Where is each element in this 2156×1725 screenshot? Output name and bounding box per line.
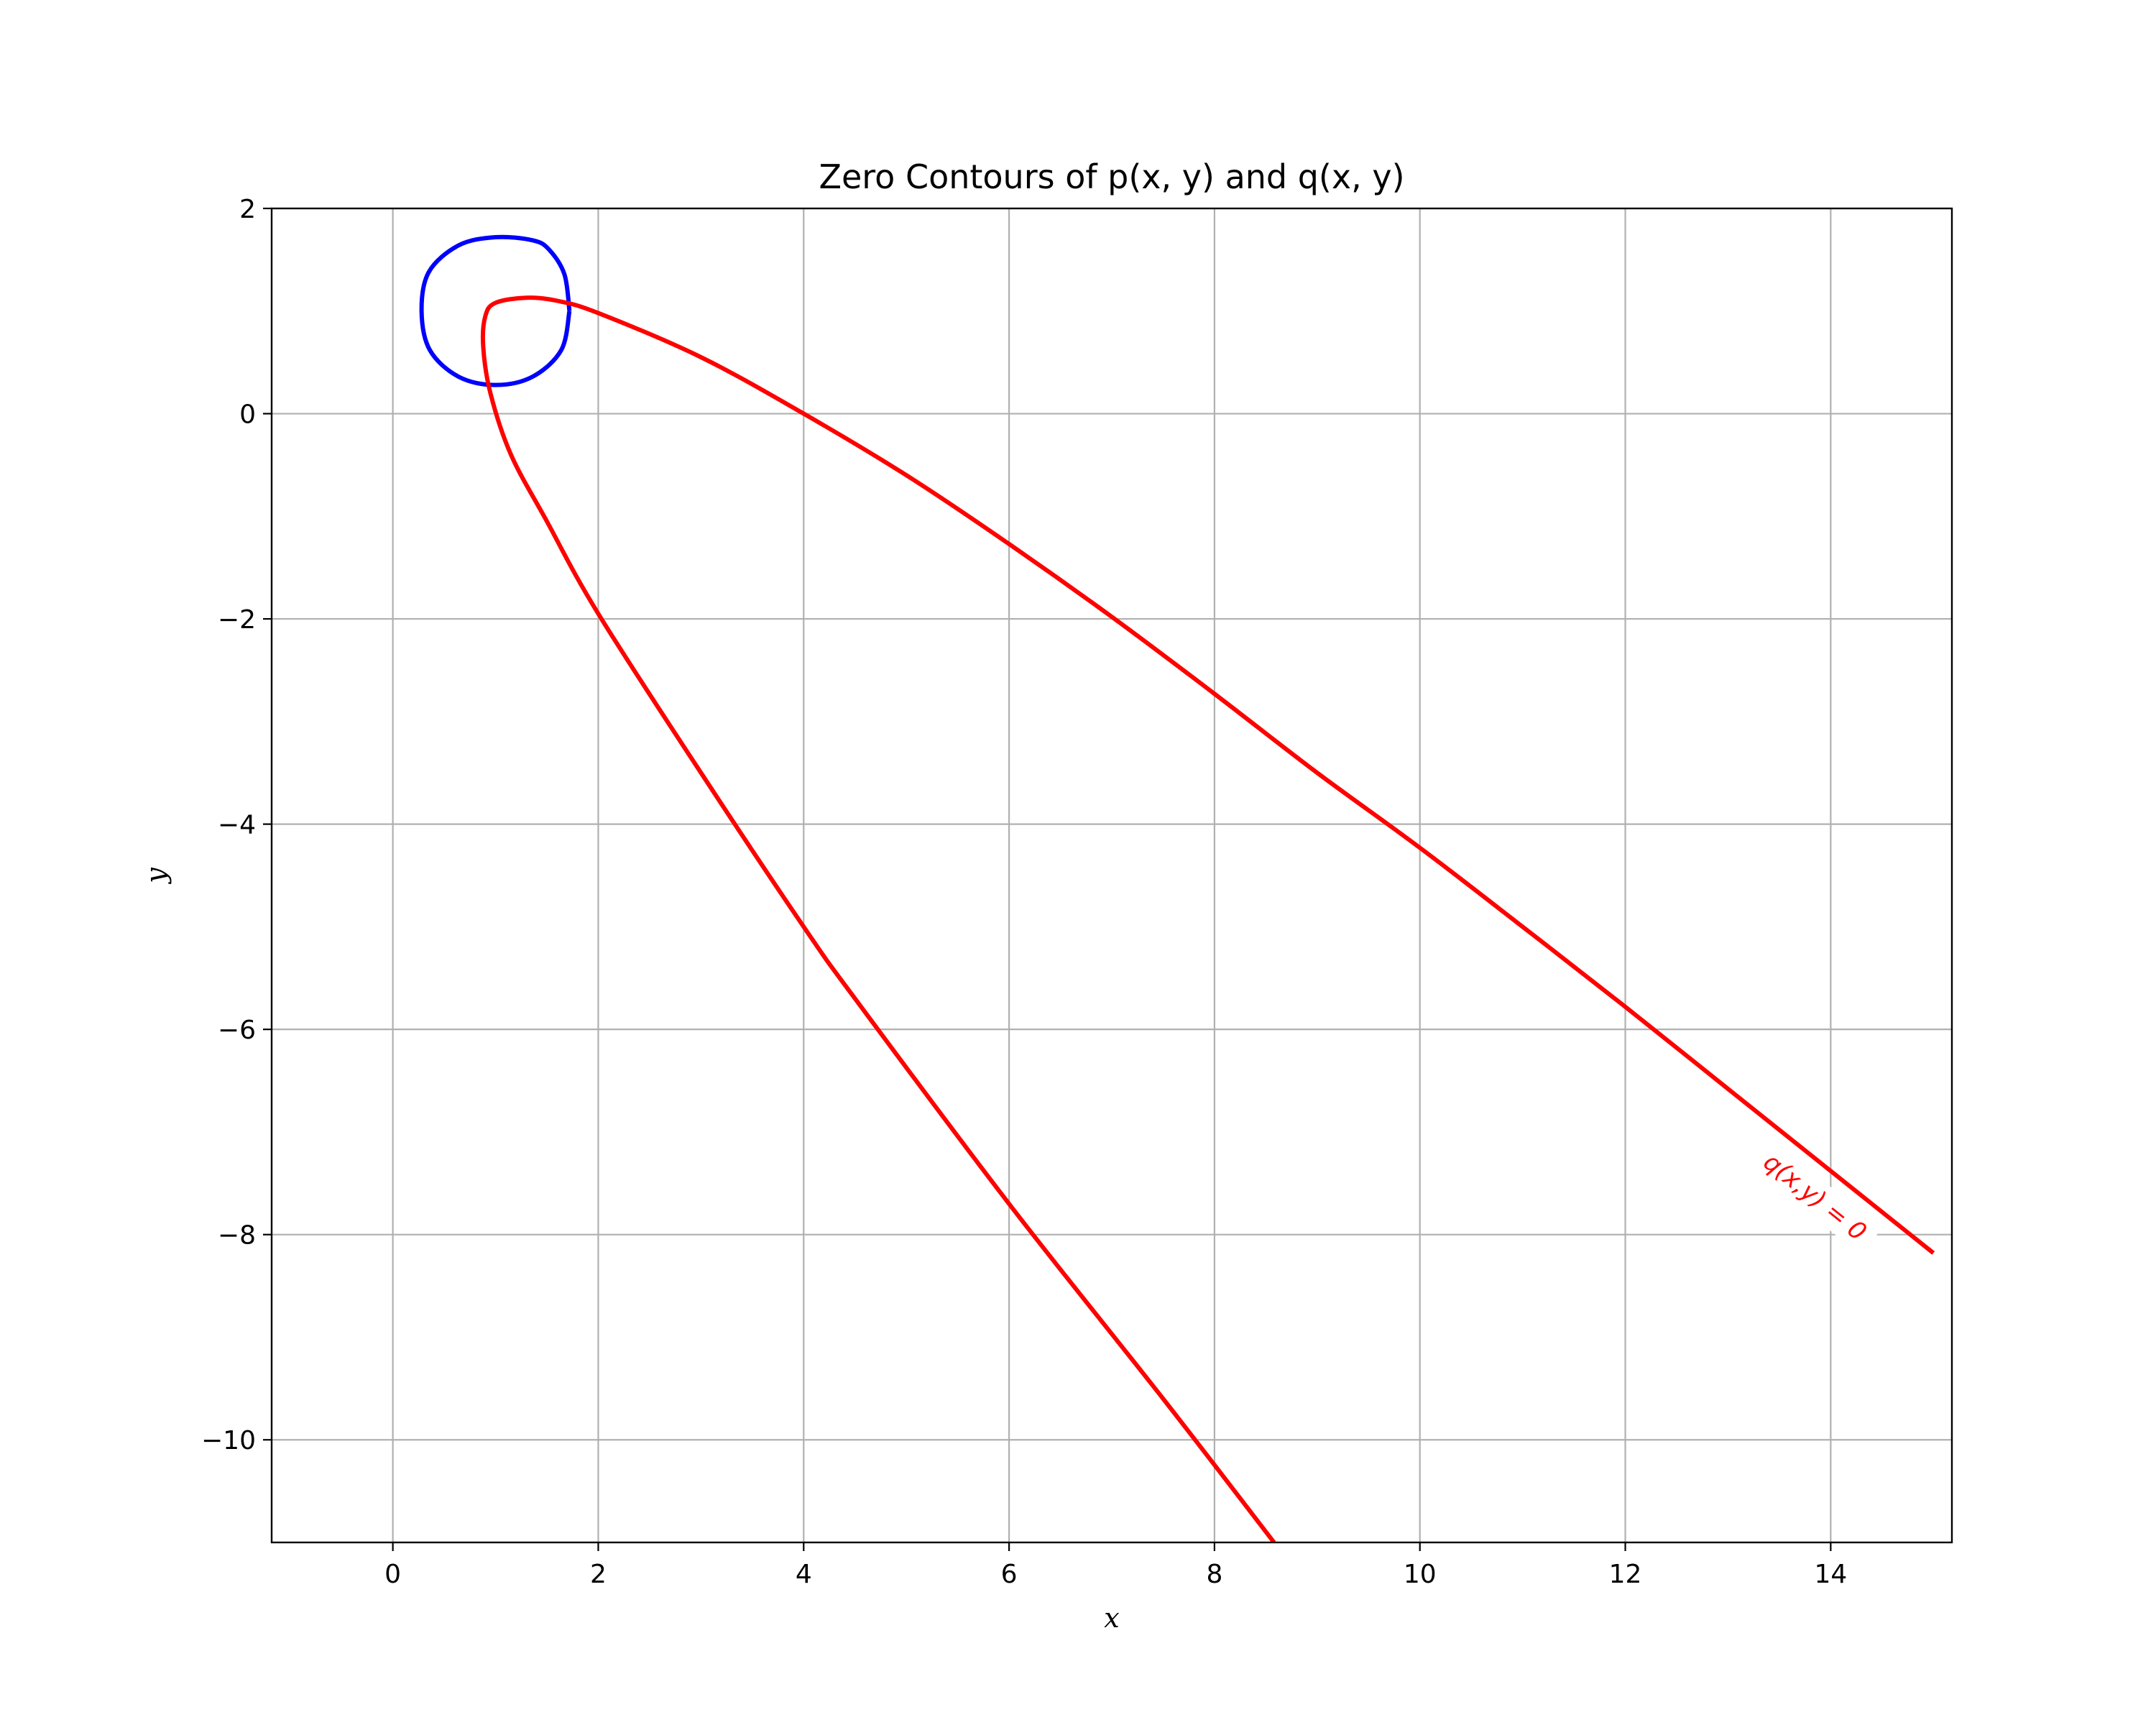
grid [272, 208, 1952, 1542]
contour-label-mask [1748, 1138, 1883, 1256]
y-tick-label: −6 [218, 1016, 256, 1045]
y-tick-label: −8 [218, 1221, 256, 1251]
p-zero-contour-line [419, 234, 572, 387]
plot-frame [270, 207, 1953, 1544]
x-tick-label: 2 [590, 1560, 607, 1589]
x-tick-label: 6 [1001, 1560, 1018, 1589]
y-tick-label: −10 [201, 1426, 256, 1455]
x-axis-label: x [1104, 1602, 1119, 1634]
x-tick-label: 4 [796, 1560, 812, 1589]
y-tick-label: −2 [218, 605, 256, 635]
x-tick-label: 12 [1609, 1560, 1642, 1589]
x-tick-label: 8 [1206, 1560, 1222, 1589]
x-tick-label: 14 [1814, 1560, 1847, 1589]
q-contour-label: q(x,y) = 0 [1758, 1148, 1871, 1247]
y-tick-label: −4 [218, 811, 256, 840]
x-tick-label: 10 [1404, 1560, 1437, 1589]
y-axis-label: y [140, 868, 172, 885]
axes: 0 2 4 6 8 10 12 14 −10 −8 −6 −4 −2 0 2 [201, 195, 1847, 1589]
x-tick-label: 0 [384, 1560, 401, 1589]
chart-title: Zero Contours of p(x, y) and q(x, y) [819, 157, 1404, 196]
plot-area: q(x,y) = 0 [419, 234, 1935, 1542]
y-tick-label: 2 [239, 195, 256, 224]
y-tick-label: 0 [239, 400, 256, 430]
q-zero-contour-line [480, 295, 1935, 1542]
